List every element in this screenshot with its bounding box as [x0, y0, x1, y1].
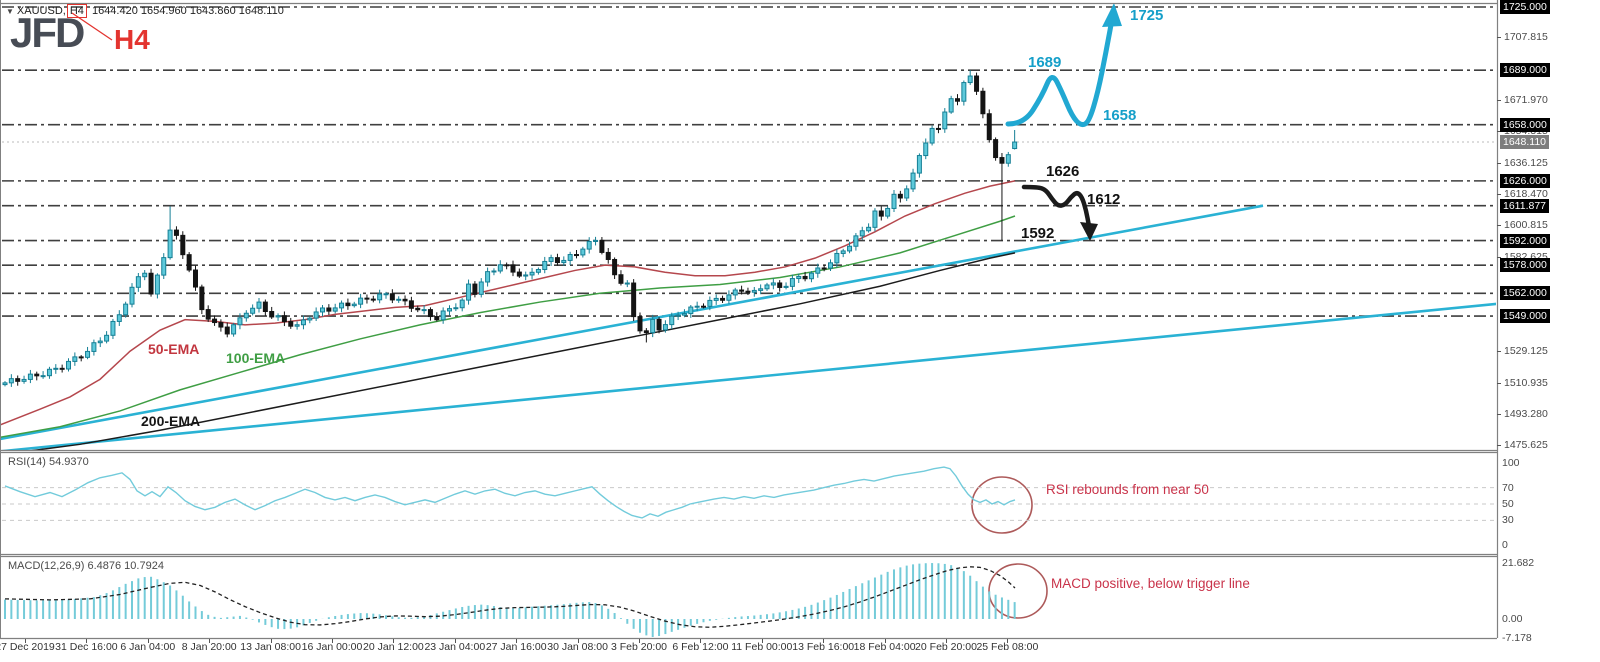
rsi-panel[interactable]	[2, 466, 1496, 521]
time-tick-mark	[823, 639, 825, 643]
time-tick-mark	[86, 639, 88, 643]
price-tick-mark	[1497, 225, 1501, 227]
macd-scale-label: 0.00	[1502, 613, 1523, 625]
price-tick-label: 1600.815	[1504, 219, 1548, 232]
level-badge-1611.877: 1611.877	[1500, 198, 1550, 213]
macd-cross-highlight-ellipse[interactable]	[988, 563, 1048, 619]
price-tick-mark	[1497, 37, 1501, 39]
time-tick-mark	[393, 639, 395, 643]
time-tick-mark	[332, 639, 333, 643]
price-tick-label: 1671.970	[1504, 94, 1548, 107]
bearish-arrowhead-icon	[1080, 222, 1098, 241]
level-badge-1562.000: 1562.000	[1500, 286, 1550, 301]
ema100-line	[1, 215, 1016, 438]
candlestick-series	[2, 70, 1018, 387]
level-badge-1689.000: 1689.000	[1500, 63, 1550, 78]
time-tick-mark	[884, 639, 886, 643]
level-badge-1549.000: 1549.000	[1500, 309, 1550, 324]
main-price-panel[interactable]	[0, 6, 1497, 455]
macd-scale-label: 21.682	[1502, 556, 1535, 569]
price-tick-mark	[1497, 257, 1501, 259]
time-label: 27 Jan 16:00	[485, 641, 547, 653]
long-uptrend-trendline[interactable]	[0, 302, 1497, 452]
time-tick-mark	[147, 639, 149, 643]
current-price-badge: 1648.110	[1500, 135, 1550, 150]
level-badge-1578.000: 1578.000	[1500, 258, 1550, 273]
time-label: 13 Jan 08:00	[240, 641, 301, 653]
rsi-line	[4, 466, 1016, 519]
ema50-line	[1, 180, 1016, 426]
time-tick-mark	[209, 639, 211, 643]
price-tick-mark	[1497, 413, 1501, 415]
time-label: 27 Dec 2019	[0, 641, 55, 653]
level-badge-1725.000: 1725.000	[1500, 0, 1550, 14]
time-tick-mark	[946, 639, 947, 643]
annotation-drawings	[71, 3, 1122, 619]
time-tick-mark	[270, 639, 272, 643]
time-label: 23 Jan 04:00	[424, 641, 486, 653]
price-tick-label: 1636.125	[1504, 157, 1548, 170]
level-badge-1626.000: 1626.000	[1500, 173, 1550, 188]
rsi-scale-label: 100	[1502, 457, 1520, 469]
price-tick-label: 1707.815	[1504, 31, 1548, 44]
time-tick-mark	[577, 639, 579, 643]
price-tick-mark	[1497, 194, 1501, 196]
time-label: 6 Feb 12:00	[672, 641, 729, 653]
price-tick-label: 1510.935	[1504, 376, 1548, 389]
level-badge-1658.000: 1658.000	[1500, 117, 1550, 132]
price-tick-label: 1618.470	[1504, 188, 1548, 201]
time-label: 30 Jan 08:00	[547, 641, 608, 653]
price-tick-mark	[1497, 444, 1501, 446]
price-tick-label: 1529.125	[1504, 345, 1548, 357]
rsi-scale-label: 0	[1502, 539, 1508, 551]
ema200-line	[31, 252, 1016, 450]
rsi-dip-highlight-ellipse[interactable]	[971, 476, 1033, 534]
bullish-arrowhead-icon	[1102, 3, 1122, 27]
time-label: 25 Feb 08:00	[976, 641, 1039, 653]
time-label: 20 Jan 12:00	[363, 641, 424, 653]
time-tick-mark	[454, 639, 456, 643]
time-tick-mark	[516, 639, 518, 643]
time-label: 31 Dec 16:00	[55, 641, 118, 653]
panel-borders	[0, 0, 1499, 640]
bullish-projection-arrow[interactable]	[1005, 11, 1116, 128]
time-label: 3 Feb 20:00	[610, 641, 668, 653]
price-tick-mark	[1497, 382, 1501, 384]
price-tick-label: 1493.280	[1504, 407, 1548, 420]
time-label: 16 Jan 00:00	[301, 641, 363, 653]
rsi-scale-label: 30	[1502, 514, 1514, 527]
macd-scale-label: -7.178	[1502, 631, 1532, 644]
time-label: 13 Feb 16:00	[792, 641, 855, 653]
time-label: 6 Jan 04:00	[120, 641, 176, 653]
price-tick-mark	[1497, 131, 1501, 133]
bearish-projection-arrow[interactable]	[1021, 184, 1092, 229]
time-tick-mark	[639, 639, 640, 643]
time-label: 20 Feb 20:00	[915, 641, 977, 653]
time-tick-mark	[700, 639, 702, 643]
price-tick-label: 1475.625	[1504, 438, 1548, 451]
time-tick-mark	[761, 639, 763, 643]
rsi-scale-label: 50	[1502, 498, 1514, 510]
macd-panel[interactable]	[4, 563, 1016, 638]
price-tick-mark	[1497, 163, 1501, 165]
time-tick-mark	[1007, 639, 1009, 643]
time-tick-mark	[25, 639, 26, 643]
rsi-scale-label: 70	[1502, 481, 1514, 494]
level-badge-1592.000: 1592.000	[1500, 233, 1550, 248]
time-label: 11 Feb 00:00	[731, 641, 793, 653]
time-label: 18 Feb 04:00	[853, 641, 916, 653]
h4-callout-connector	[71, 12, 113, 41]
time-label: 8 Jan 20:00	[181, 641, 237, 653]
price-tick-mark	[1497, 351, 1501, 352]
price-tick-mark	[1497, 100, 1501, 102]
steep-uptrend-trendline[interactable]	[0, 204, 1264, 441]
